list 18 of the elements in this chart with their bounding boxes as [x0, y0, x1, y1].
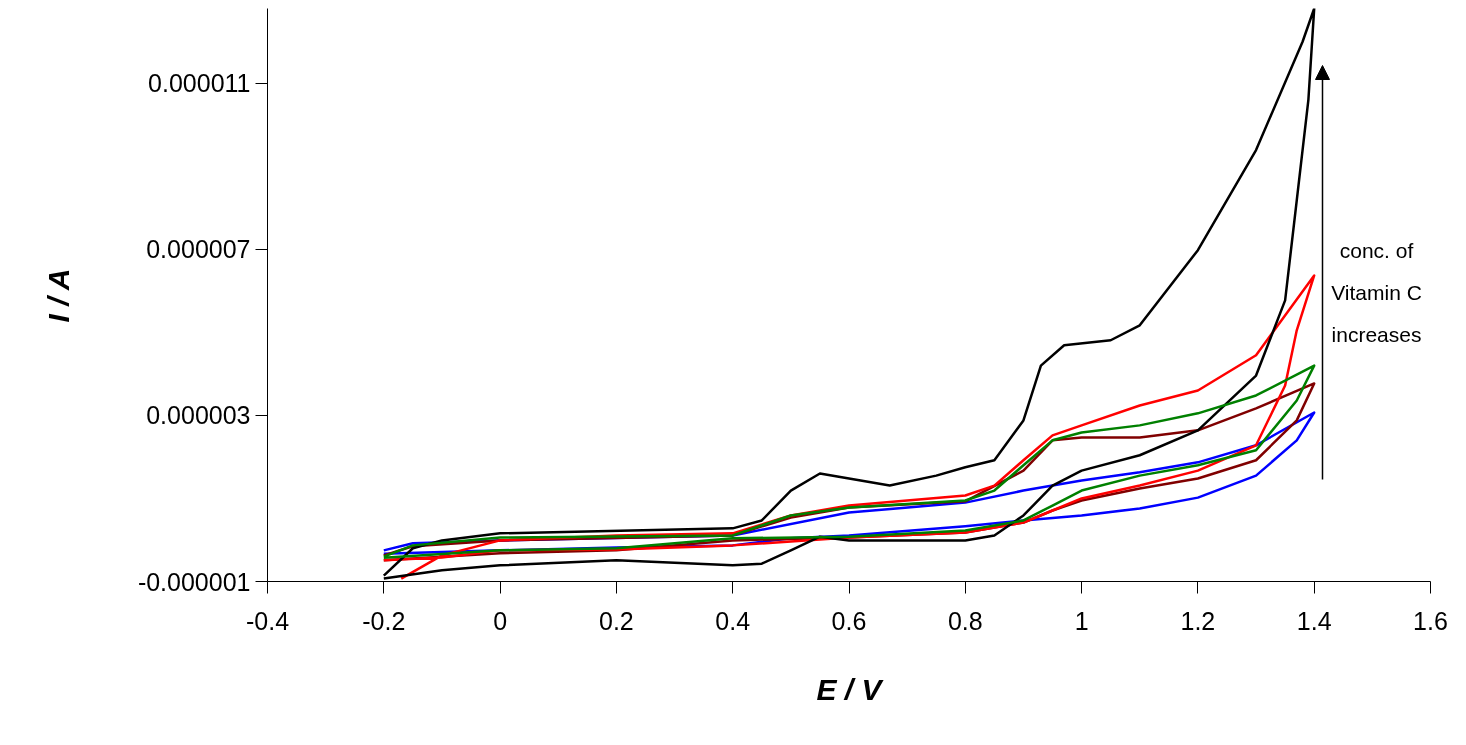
y-tick-label: 0.000011 [148, 69, 251, 98]
x-tick-label: 1.2 [1180, 606, 1216, 635]
x-tick-label: 1 [1074, 606, 1089, 635]
x-axis-title: E / V [816, 672, 885, 706]
y-axis-title: I / A [41, 268, 75, 323]
x-tick-label: -0.4 [245, 606, 290, 635]
x-tick-label: 1.6 [1413, 606, 1448, 635]
x-tick-label: 0.4 [715, 606, 751, 635]
x-tick-label: 0 [493, 606, 508, 635]
x-tick-label: 1.4 [1296, 606, 1332, 635]
x-tick-label: -0.2 [362, 606, 406, 635]
x-tick-label: 0.8 [947, 606, 983, 635]
y-tick-label: -0.000001 [137, 567, 251, 596]
y-tick-label: 0.000007 [146, 235, 251, 264]
y-tick-label: 0.000003 [146, 401, 251, 430]
x-tick-label: 0.6 [831, 606, 867, 635]
annotation: conc. of Vitamin C increases [1331, 239, 1422, 346]
x-tick-label: 0.2 [599, 606, 634, 635]
